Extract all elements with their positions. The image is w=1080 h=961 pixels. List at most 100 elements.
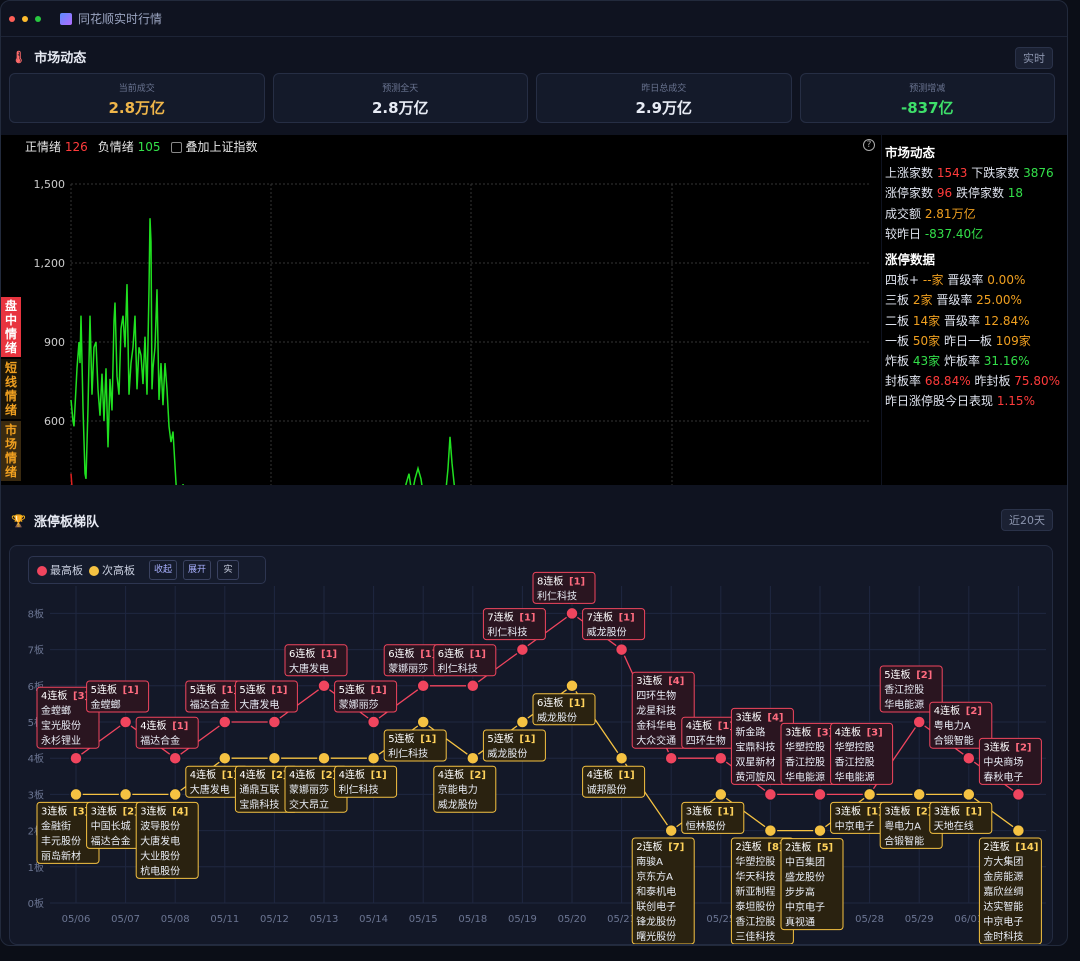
ladder-x-tick: 05/19: [508, 914, 537, 925]
r3d: 12.84%: [983, 313, 1030, 328]
callout-title: 5连板: [91, 683, 117, 696]
callout-box: [978, 737, 1042, 785]
ladder-x-tick: 05/20: [558, 914, 587, 925]
legend-second[interactable]: 次高板: [89, 562, 135, 578]
shrink-button[interactable]: 收起: [149, 560, 177, 580]
callout-count: [2]: [123, 806, 139, 817]
callout-stock: 威龙股份: [587, 626, 627, 639]
summary-card: 昨日总成交 2.9万亿: [536, 73, 792, 123]
ladder-point: [118, 715, 133, 729]
ladder-point: [962, 787, 976, 802]
ladder-callout: 4连板 [2] 粤电力A 合锻智能: [929, 701, 993, 749]
realtime-badge[interactable]: 实时: [1015, 47, 1053, 69]
dt-count: 18: [1007, 186, 1024, 201]
callout-stock: 香江控股: [884, 683, 924, 696]
trophy-icon: 🏆: [11, 513, 26, 528]
ladder-x-tick: 05/18: [458, 914, 487, 925]
ladder-callout: 4连板 [1] 福达合金: [135, 716, 199, 749]
callout-title: 4连板: [835, 725, 861, 738]
card-label: 预测全天: [382, 84, 419, 94]
callout-box: [334, 680, 398, 713]
ladder-callout: 3连板 [1] 恒林股份: [681, 801, 745, 834]
card-value: 2.9万亿: [635, 99, 693, 117]
callout-stock: 京东方A: [636, 870, 673, 883]
callout-count: [3]: [73, 806, 89, 817]
callout-title: 2连板: [636, 840, 662, 853]
callout-stock: 利仁科技: [487, 626, 527, 639]
callout-count: [2]: [916, 806, 932, 817]
cmp-value: -837.40亿: [924, 226, 984, 241]
help-icon[interactable]: ?: [863, 139, 875, 151]
callout-title: 8连板: [537, 574, 563, 587]
callout-count: [1]: [371, 685, 387, 696]
ladder-callout: 4连板 [1] 四环生物: [681, 716, 745, 749]
range-badge[interactable]: 近20天: [1001, 509, 1053, 531]
ladder-x-tick: 05/21: [607, 914, 636, 925]
callout-count: [1]: [619, 613, 635, 624]
r5b: 43家: [912, 354, 941, 369]
sentiment-tab[interactable]: 短线情绪: [1, 359, 21, 419]
callout-stock: 春秋电子: [983, 770, 1023, 783]
callout-title: 4连板: [438, 768, 464, 781]
sentiment-tab[interactable]: 市场情绪: [1, 421, 21, 481]
ladder-point: [466, 751, 480, 765]
expand-button[interactable]: 展开: [183, 560, 211, 580]
callout-count: [3]: [73, 691, 89, 702]
callout-count: [1]: [966, 806, 982, 817]
legend-high[interactable]: 最高板: [37, 562, 83, 578]
ladder-point: [813, 823, 827, 838]
ladder-point: [317, 751, 331, 765]
stats-heading: 市场动态: [885, 145, 936, 160]
callout-stock: 合锻智能: [884, 834, 924, 847]
callout-count: [2]: [1015, 742, 1031, 753]
callout-count: [1]: [420, 649, 436, 660]
ladder-y-tick: 8板: [28, 607, 44, 620]
card-label: 昨日总成交: [641, 84, 687, 94]
callout-stock: 永杉锂业: [41, 734, 81, 747]
callout-stock: 联创电子: [636, 900, 676, 913]
ladder-x-tick: 05/08: [161, 914, 190, 925]
callout-stock: 交大昂立: [289, 798, 329, 811]
ladder-callout: 6连板 [1] 威龙股份: [532, 693, 596, 726]
callout-count: [1]: [222, 685, 238, 696]
ladder-x-tick: 05/28: [855, 914, 884, 925]
summary-card: 预测增减 -837亿: [799, 73, 1055, 123]
callout-title: 3连板: [934, 804, 960, 817]
callout-box: [482, 608, 546, 641]
callout-box: [978, 837, 1042, 944]
ladder-point: [218, 715, 232, 729]
callout-count: [7]: [668, 842, 684, 853]
callout-count: [1]: [172, 721, 188, 732]
callout-count: [1]: [222, 770, 238, 781]
callout-stock: 南骏A: [636, 855, 663, 868]
ladder-point: [515, 715, 530, 729]
callout-stock: 威龙股份: [438, 798, 478, 811]
maximize-dot-icon[interactable]: [35, 15, 41, 22]
callout-title: 6连板: [537, 696, 563, 709]
y-tick-label: 600: [44, 415, 65, 428]
minimize-dot-icon[interactable]: [22, 15, 28, 22]
neg-label: 负情绪: [97, 140, 134, 154]
sentiment-tab[interactable]: 盘中情绪: [1, 297, 21, 357]
ladder-point: [664, 823, 678, 838]
callout-count: [1]: [867, 806, 883, 817]
callout-count: [2]: [271, 770, 287, 781]
ladder-x-tick: 05/06: [62, 914, 91, 925]
callout-count: [2]: [916, 670, 932, 681]
callout-stock: 中京电子: [785, 901, 825, 914]
checkbox-icon[interactable]: [170, 142, 182, 153]
row-1: 一板 50家 昨日一板 109家: [885, 331, 1066, 351]
real-button[interactable]: 实: [217, 560, 239, 580]
callout-title: 3连板: [785, 725, 811, 738]
close-dot-icon[interactable]: [9, 15, 15, 22]
callout-stock: 宝光股份: [41, 719, 81, 732]
ladder-y-tick: 1板: [28, 861, 44, 874]
overlay-toggle[interactable]: 叠加上证指数: [170, 138, 258, 155]
callout-title: 4连板: [587, 768, 613, 781]
callout-title: 5连板: [884, 668, 910, 681]
callout-stock: 福达合金: [91, 834, 131, 847]
